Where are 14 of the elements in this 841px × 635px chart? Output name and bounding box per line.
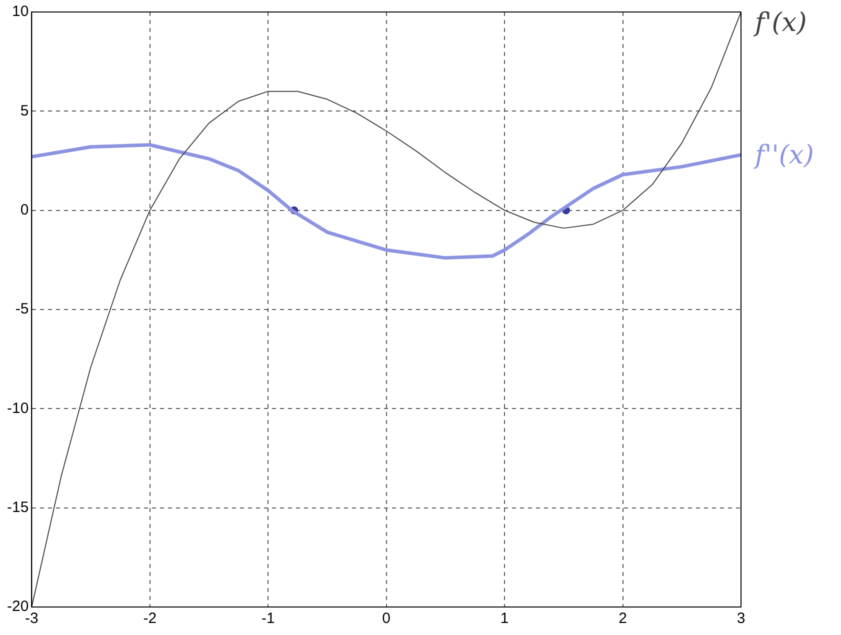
y-tick-label: 10 bbox=[12, 3, 29, 20]
x-tick-label: 2 bbox=[618, 610, 627, 628]
series-label: f''(x) bbox=[753, 140, 814, 171]
x-tick-label: 3 bbox=[736, 610, 746, 628]
x-tick-label: -2 bbox=[143, 610, 157, 628]
x-tick-label: 1 bbox=[500, 610, 509, 628]
y-tick-label: -15 bbox=[6, 498, 29, 516]
x-tick-label: 0 bbox=[382, 610, 391, 628]
y-tick-label: 5 bbox=[20, 102, 29, 120]
y-tick-label: 0 bbox=[20, 201, 29, 218]
y-tick-label: -5 bbox=[15, 300, 29, 318]
series-label: f'(x) bbox=[753, 8, 807, 38]
y-tick-label: -10 bbox=[6, 400, 29, 417]
x-tick-label: -1 bbox=[261, 610, 275, 628]
